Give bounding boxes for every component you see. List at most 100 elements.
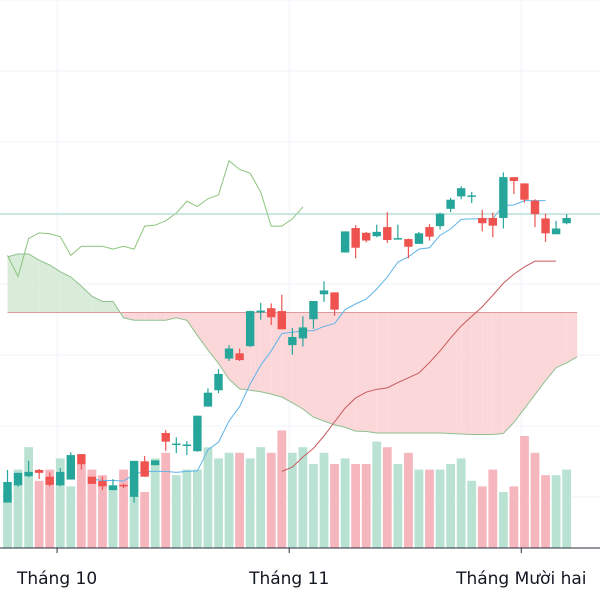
candle-body (478, 217, 487, 224)
candle-body (541, 218, 550, 234)
candle-body (151, 460, 160, 466)
candle (541, 213, 550, 242)
candle (235, 348, 244, 361)
cloud-segment (566, 312, 578, 363)
candle-body (309, 301, 318, 320)
candle (425, 224, 434, 241)
cloud-segment (503, 312, 514, 434)
cloud-segment (524, 312, 535, 409)
candle-body (140, 461, 149, 477)
candle-body (435, 213, 445, 227)
candle (203, 388, 213, 407)
candle-body (330, 292, 339, 310)
candle-body (351, 228, 360, 248)
candle (161, 430, 170, 451)
volume-bar (435, 469, 445, 548)
candle (520, 183, 529, 203)
cloud-segment (513, 312, 525, 423)
candle-body (488, 217, 497, 226)
volume-bar (551, 475, 561, 548)
x-tick-label: Tháng 11 (248, 569, 329, 589)
volume-bars (3, 430, 572, 548)
cloud-segment (556, 312, 567, 368)
candle (446, 197, 455, 213)
cloud-segment (376, 312, 388, 433)
x-tick-label: Tháng 10 (16, 569, 97, 589)
cloud-segment (49, 265, 61, 313)
cloud-segment (292, 312, 303, 409)
volume-bar (393, 464, 403, 548)
candle (277, 294, 286, 330)
candle (362, 231, 371, 243)
volume-bar (66, 486, 76, 548)
candle (488, 212, 497, 238)
cloud-segment (60, 271, 71, 313)
volume-bar (182, 469, 192, 548)
candle (119, 483, 128, 489)
volume-bar (562, 469, 572, 548)
candle-body (182, 444, 192, 447)
cloud-segment (429, 312, 441, 433)
cloud-segment (535, 312, 546, 395)
candle (478, 209, 487, 232)
candle (340, 231, 350, 253)
x-axis: Tháng 10 Tháng 11 Tháng Mười hai (0, 547, 600, 589)
chikou-line (7, 159, 304, 278)
candle (3, 469, 12, 503)
candle-body (129, 460, 139, 497)
candle (414, 231, 424, 244)
ichimoku-cloud (7, 253, 578, 435)
candle (13, 472, 23, 487)
candle-body (224, 348, 234, 359)
candle (309, 301, 318, 329)
candle-body (383, 227, 392, 241)
volume-bar (140, 492, 150, 548)
tenkan-line (91, 200, 546, 482)
candles (3, 172, 571, 503)
candle (351, 225, 360, 259)
cloud-segment (471, 312, 483, 435)
candle (172, 437, 181, 454)
candle-body (193, 415, 202, 452)
cloud-segment (207, 312, 219, 364)
volume-bar (119, 469, 128, 548)
cloud-segment (134, 312, 145, 321)
cloud-segment (144, 312, 156, 321)
cloud-segment (102, 301, 113, 313)
volume-bar (129, 469, 139, 548)
cloud-segment (186, 312, 198, 336)
candle (404, 238, 413, 259)
candle (214, 369, 223, 394)
candle (151, 460, 160, 466)
candle (108, 479, 118, 491)
candle-body (456, 188, 466, 197)
candle-body (245, 311, 255, 347)
volume-bar (456, 458, 466, 548)
volume-bar (498, 492, 508, 548)
volume-bar (98, 475, 107, 548)
candle-body (404, 239, 413, 247)
candle-body (562, 217, 571, 224)
volume-bar (530, 452, 540, 548)
volume-bar (520, 436, 529, 548)
volume-bar (477, 486, 487, 548)
candle-body (509, 177, 519, 181)
volume-bar (171, 475, 181, 548)
cloud-segment (229, 312, 240, 389)
span-a-line (7, 253, 578, 435)
volume-bar (414, 469, 424, 548)
cloud-segment (28, 253, 40, 313)
candle-body (277, 311, 286, 330)
cloud-segment (482, 312, 493, 435)
candle (224, 345, 234, 361)
candle (193, 415, 202, 452)
volume-bar (372, 441, 382, 548)
cloud-segment (461, 312, 472, 435)
candle-body (3, 481, 12, 503)
volume-bar (13, 469, 23, 548)
volume-bar (425, 469, 434, 548)
cloud-segment (155, 312, 166, 321)
cloud-segment (545, 312, 557, 381)
candle-body (499, 177, 508, 218)
